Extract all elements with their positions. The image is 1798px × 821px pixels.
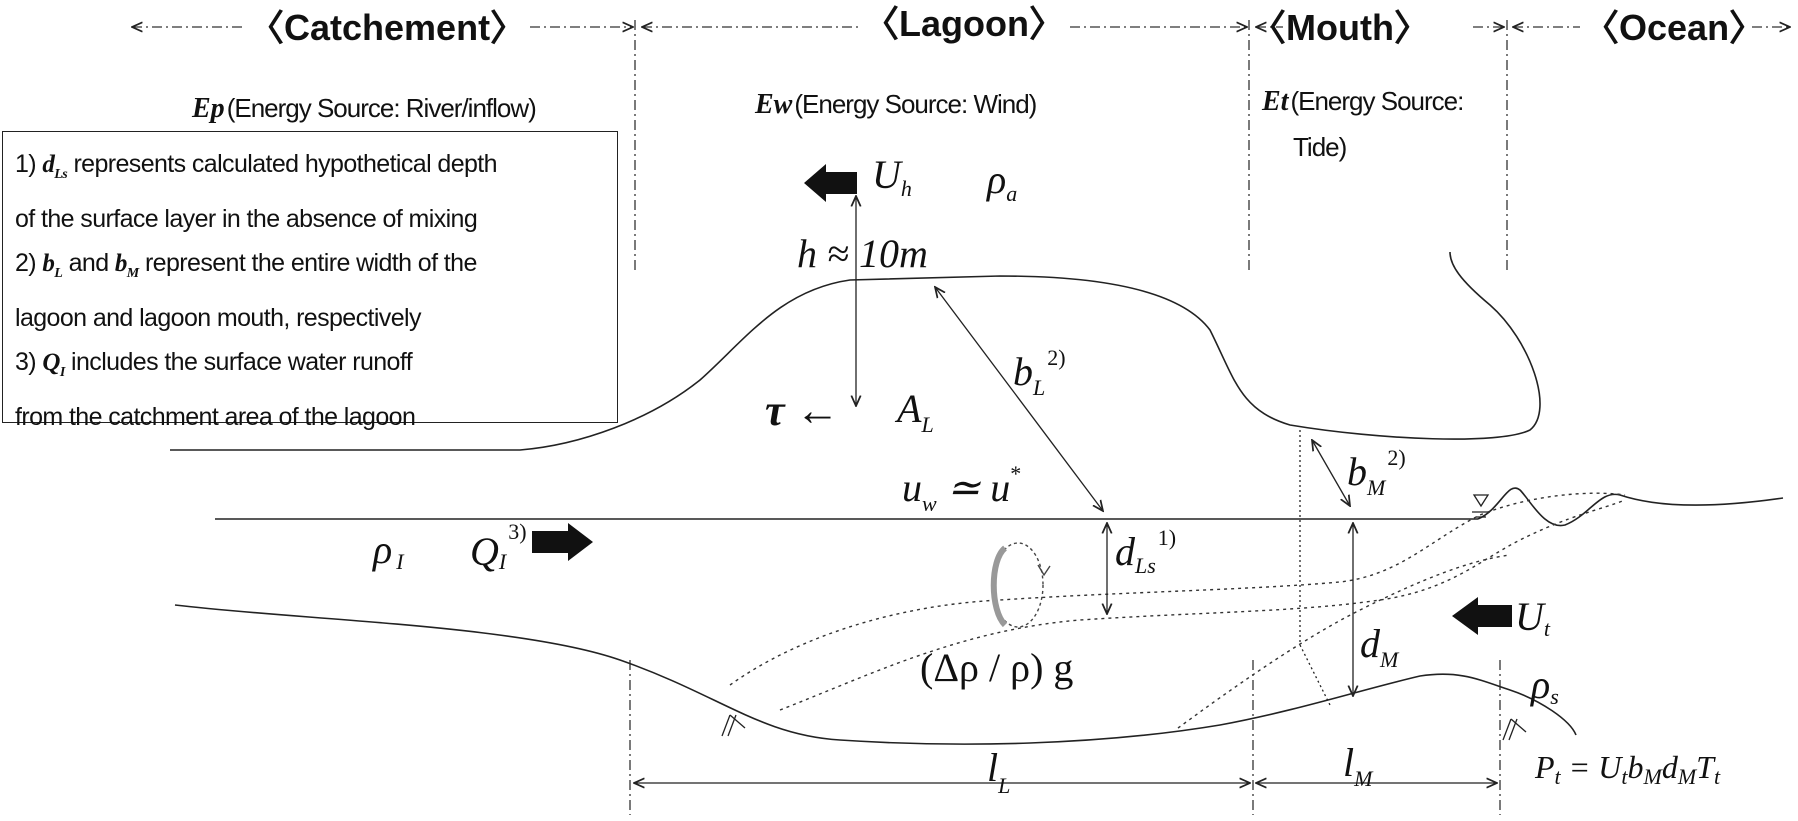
tidal-velocity-label: Ut bbox=[1515, 594, 1551, 641]
footnote-1-line2: of the surface layer in the absence of m… bbox=[15, 205, 478, 233]
section-catchment: 〈Catchement〉 bbox=[248, 7, 526, 48]
section-dividers bbox=[629, 20, 1508, 815]
lagoon-width-label: bL2) bbox=[1013, 345, 1066, 400]
wind-shear-velocity-label: uw ≃ u* bbox=[902, 461, 1021, 516]
inflow-arrow bbox=[532, 523, 593, 561]
section-mouth: 〈Mouth〉 bbox=[1250, 7, 1430, 48]
tidal-inflow-arrow bbox=[1452, 597, 1512, 635]
mouth-depth-label: dM bbox=[1360, 621, 1400, 672]
air-density-label: ρa bbox=[985, 157, 1017, 206]
energy-source-river: Ep(Energy Source: River/inflow) bbox=[191, 93, 536, 124]
footnotes-box: 1) dLs represents calculated hypothetica… bbox=[2, 131, 618, 431]
lagoon-area-label: AL bbox=[894, 386, 934, 437]
mouth-slope-line bbox=[1299, 644, 1331, 706]
buoyancy-label: (Δρ / ρ) g bbox=[920, 645, 1073, 690]
footnote-1: 1) dLs represents calculated hypothetica… bbox=[15, 150, 498, 182]
ground-hatch-right bbox=[1502, 718, 1527, 741]
inflow-discharge-label: QI3) bbox=[470, 519, 527, 574]
height-label: h ≈ 10m bbox=[797, 231, 928, 276]
lagoon-shoreline-plan bbox=[170, 251, 1541, 451]
energy-source-tide: Et(Energy Source: bbox=[1261, 86, 1463, 117]
wind-stress-label: τ ← bbox=[765, 386, 840, 435]
mouth-width-label: bM2) bbox=[1347, 445, 1406, 500]
mouth-width-arrow bbox=[1312, 440, 1350, 506]
footnote-2: 2) bL and bM represent the entire width … bbox=[15, 249, 477, 281]
pycnocline-upper bbox=[729, 492, 1626, 686]
tidal-prism-equation: Pt = UtbMdMTt bbox=[1534, 749, 1721, 789]
ocean-waves bbox=[1477, 487, 1784, 527]
footnote-3-line2: from the catchment area of the lagoon bbox=[15, 403, 416, 431]
energy-source-wind: Ew(Energy Source: Wind) bbox=[754, 89, 1037, 120]
section-lagoon: 〈Lagoon〉 bbox=[863, 3, 1065, 44]
mouth-length-label: lM bbox=[1343, 740, 1374, 791]
sea-density-label: ρs bbox=[1529, 662, 1559, 709]
section-ocean: 〈Ocean〉 bbox=[1583, 7, 1765, 48]
footnote-3: 3) QI includes the surface water runoff bbox=[15, 348, 413, 380]
wind-direction-arrow bbox=[804, 164, 857, 202]
surface-layer-depth-label: dLs1) bbox=[1115, 525, 1176, 578]
pycnocline-lower bbox=[779, 499, 1626, 711]
energy-source-tide-line2: Tide) bbox=[1293, 132, 1347, 162]
footnote-2-line2: lagoon and lagoon mouth, respectively bbox=[15, 304, 421, 332]
lagoon-length-label: lL bbox=[987, 745, 1010, 798]
lagoon-width-arrow bbox=[935, 287, 1103, 511]
mixing-eddy-icon bbox=[990, 542, 1051, 628]
wind-speed-label: Uh bbox=[872, 152, 912, 201]
lagoon-bed bbox=[174, 604, 1577, 745]
ground-hatch-left bbox=[721, 714, 746, 737]
